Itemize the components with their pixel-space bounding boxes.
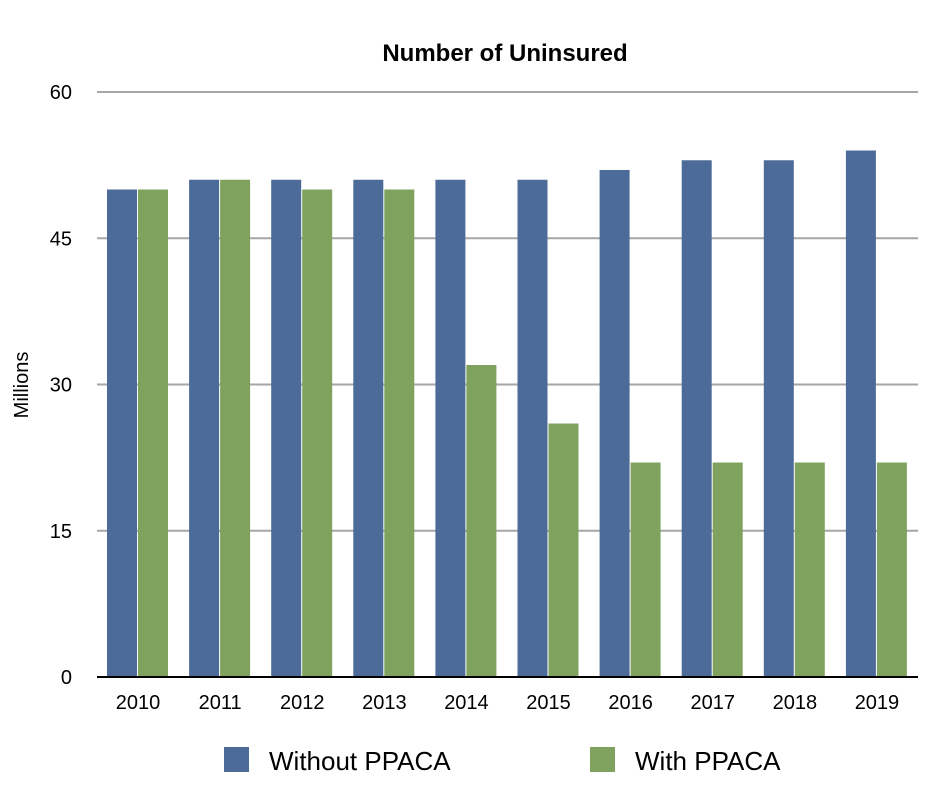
y-tick-label: 45: [50, 228, 72, 250]
legend-swatch-without-ppaca: [224, 747, 249, 772]
x-tick-label: 2016: [608, 692, 653, 714]
x-tick-label: 2013: [362, 692, 407, 714]
bar-with-ppaca-2017: [712, 462, 743, 677]
x-axis-ticks: 2010 2011 2012 2013 2014 2015 2016 2017 2018 2019: [116, 692, 899, 714]
legend-label-without-ppaca: Without PPACA: [269, 746, 451, 776]
y-axis-ticks: 0 15 30 45 60: [50, 82, 72, 689]
y-tick-label: 60: [50, 82, 72, 104]
bar-with-ppaca-2014: [466, 365, 497, 677]
bar-without-ppaca-2017: [681, 160, 712, 677]
bars: [107, 150, 907, 677]
bar-with-ppaca-2011: [220, 179, 251, 677]
bar-with-ppaca-2018: [794, 462, 825, 677]
x-tick-label: 2015: [526, 692, 571, 714]
bar-without-ppaca-2011: [189, 179, 220, 677]
bar-with-ppaca-2016: [630, 462, 661, 677]
bar-without-ppaca-2012: [271, 179, 302, 677]
x-tick-label: 2012: [280, 692, 325, 714]
x-tick-label: 2011: [199, 692, 242, 714]
bar-with-ppaca-2010: [138, 189, 168, 677]
bar-without-ppaca-2010: [107, 189, 137, 677]
x-tick-label: 2017: [691, 692, 736, 714]
bar-without-ppaca-2018: [763, 160, 794, 677]
y-tick-label: 0: [61, 667, 72, 689]
legend: Without PPACA With PPACA: [224, 746, 781, 776]
bar-without-ppaca-2013: [353, 179, 384, 677]
x-tick-label: 2014: [444, 692, 489, 714]
bar-without-ppaca-2019: [845, 150, 876, 677]
bar-with-ppaca-2013: [384, 189, 415, 677]
bar-with-ppaca-2012: [302, 189, 333, 677]
x-tick-label: 2019: [855, 692, 900, 714]
chart-title: Number of Uninsured: [382, 40, 627, 67]
y-tick-label: 15: [50, 521, 72, 543]
bar-without-ppaca-2015: [517, 179, 548, 677]
legend-label-with-ppaca: With PPACA: [635, 746, 781, 776]
x-tick-label: 2018: [773, 692, 818, 714]
y-axis-label: Millions: [11, 352, 33, 419]
x-tick-label: 2010: [116, 692, 161, 714]
legend-swatch-with-ppaca: [590, 747, 615, 772]
y-tick-label: 30: [50, 375, 72, 397]
bar-without-ppaca-2016: [599, 170, 630, 677]
bar-with-ppaca-2019: [876, 462, 907, 677]
bar-with-ppaca-2015: [548, 423, 579, 677]
bar-without-ppaca-2014: [435, 179, 466, 677]
